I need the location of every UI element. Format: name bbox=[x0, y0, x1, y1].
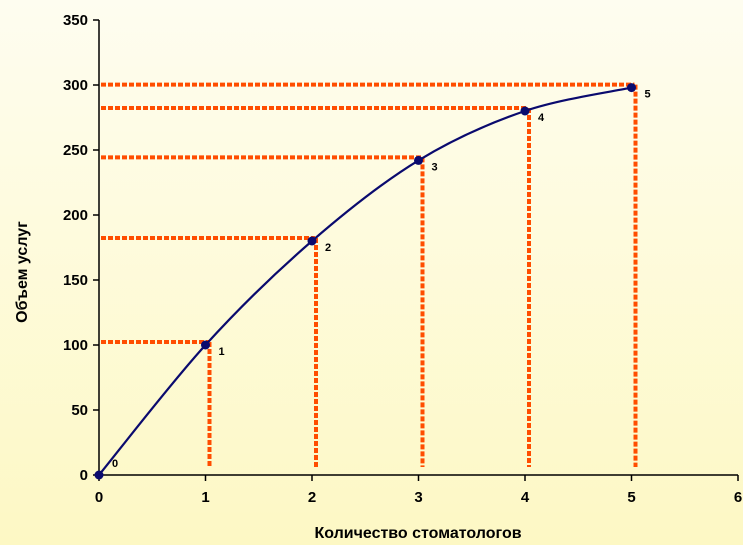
y-tick-label: 200 bbox=[63, 207, 88, 224]
x-tick-label: 6 bbox=[734, 489, 742, 506]
x-tick-label: 2 bbox=[308, 489, 316, 506]
x-axis-title: Количество стоматологов bbox=[314, 525, 521, 542]
data-point-label: 0 bbox=[112, 458, 118, 470]
y-tick-label: 50 bbox=[71, 402, 88, 419]
data-point-label: 3 bbox=[432, 161, 438, 173]
y-tick-label: 0 bbox=[80, 467, 88, 484]
data-point bbox=[414, 155, 423, 165]
y-tick-label: 350 bbox=[63, 12, 88, 29]
data-point-label: 4 bbox=[538, 112, 545, 124]
x-tick-label: 3 bbox=[414, 489, 422, 506]
data-point bbox=[307, 236, 317, 246]
data-point bbox=[94, 470, 104, 480]
axes bbox=[98, 20, 738, 476]
data-point bbox=[520, 106, 530, 116]
y-tick-label: 250 bbox=[63, 142, 88, 159]
y-axis-title: Объем услуг bbox=[14, 221, 31, 323]
data-point bbox=[627, 83, 636, 93]
x-tick-label: 1 bbox=[201, 489, 209, 506]
series: 0 1 2 3 4 5 bbox=[94, 83, 651, 480]
x-tick-label: 5 bbox=[627, 489, 635, 506]
y-tick-label: 100 bbox=[63, 337, 88, 354]
data-point bbox=[201, 340, 210, 350]
x-tick-label: 4 bbox=[521, 489, 530, 506]
data-point-label: 1 bbox=[219, 346, 225, 358]
x-tick-label: 0 bbox=[95, 489, 103, 506]
data-point-label: 2 bbox=[325, 242, 331, 254]
guide-lines bbox=[101, 82, 638, 467]
y-tick-label: 150 bbox=[63, 272, 88, 289]
y-tick-label: 300 bbox=[63, 77, 88, 94]
data-point-label: 5 bbox=[645, 89, 651, 101]
series-line bbox=[98, 86, 632, 476]
